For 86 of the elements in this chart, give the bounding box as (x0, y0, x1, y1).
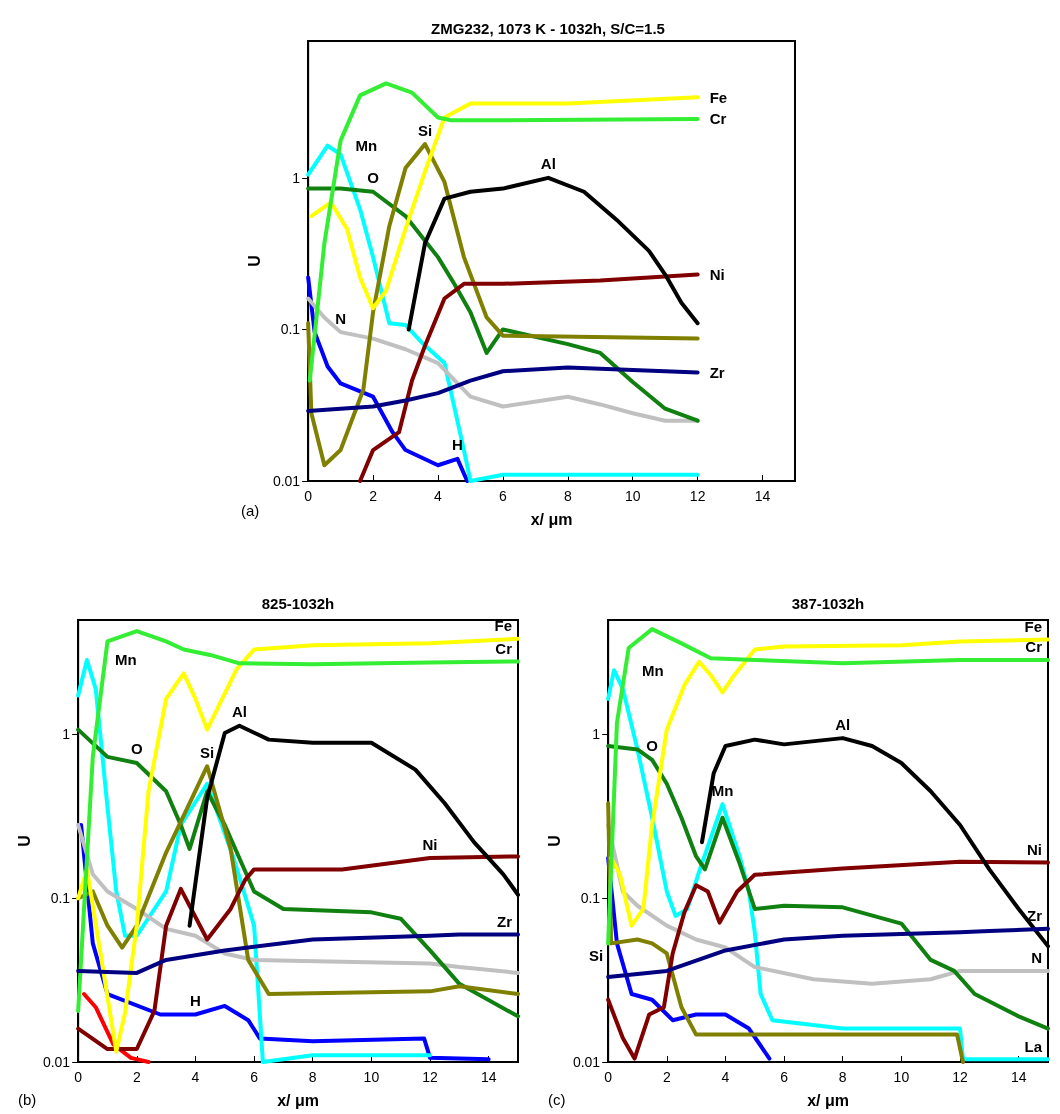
annotation: O (367, 169, 380, 187)
annotation: Mn (642, 661, 664, 679)
y-tick-label: 0.1 (280, 321, 301, 338)
annotation: N (1031, 949, 1042, 967)
x-tick-label: 2 (132, 1069, 141, 1085)
line-series (606, 859, 1050, 1061)
annotation: Al (540, 155, 556, 173)
y-tick-label: 0.1 (580, 890, 601, 907)
annotation: H (452, 436, 463, 454)
line-series (406, 175, 700, 332)
line-series (306, 296, 700, 423)
annotation: Al (835, 715, 851, 733)
x-tick-label: 14 (754, 488, 771, 504)
x-tick-label: 12 (952, 1069, 969, 1085)
line-series (306, 365, 700, 413)
annotation: N (335, 309, 347, 327)
chart-title: ZMG232, 1073 K - 1032h, S/C=1.5 (431, 20, 665, 37)
x-tick-label: 0 (74, 1069, 83, 1085)
x-tick-label: 4 (191, 1069, 200, 1085)
x-axis-title: x/ μm (807, 1091, 849, 1109)
line-series (358, 272, 700, 483)
text: (c) (548, 1091, 566, 1108)
annotation: La (1024, 1037, 1043, 1055)
annotation: Si (417, 121, 433, 139)
annotation: Si (200, 743, 215, 761)
line-series (307, 81, 700, 383)
x-tick-label: 10 (624, 488, 641, 504)
x-tick-label: 8 (308, 1069, 317, 1085)
text: (b) (18, 1091, 37, 1108)
annotation: Cr (1025, 638, 1043, 656)
chart-title: 387-1032h (791, 595, 865, 612)
x-tick-label: 0 (304, 488, 313, 504)
y-tick-label: 1 (592, 726, 601, 743)
annotation: Cr (709, 110, 727, 128)
text: (a) (241, 502, 260, 519)
y-tick-label: 0.01 (42, 1054, 71, 1070)
line-series (306, 275, 470, 483)
y-tick-label: 1 (62, 726, 71, 743)
annotation: O (646, 737, 659, 755)
chart-title: 825-1032h (261, 595, 335, 612)
x-tick-label: 6 (780, 1069, 789, 1085)
annotation: Fe (1024, 618, 1042, 636)
annotation: Zr (497, 913, 513, 931)
x-tick-label: 12 (422, 1069, 439, 1085)
x-tick-label: 0 (604, 1069, 613, 1085)
line-series (309, 95, 700, 311)
x-tick-label: 6 (250, 1069, 259, 1085)
annotation: Al (231, 703, 247, 721)
annotation: Mn (711, 781, 734, 799)
y-axis-title: U (15, 835, 33, 847)
y-axis-title: U (545, 835, 563, 847)
x-tick-label: 4 (434, 488, 443, 504)
y-axis-title: U (245, 255, 263, 267)
line-series (606, 926, 1050, 980)
x-tick-label: 14 (480, 1069, 497, 1085)
x-tick-label: 6 (498, 488, 507, 504)
x-tick-label: 10 (893, 1069, 910, 1085)
x-tick-label: 2 (369, 488, 378, 504)
x-tick-label: 2 (662, 1069, 671, 1085)
x-axis-title: x/ μm (277, 1091, 319, 1109)
x-axis-title: x/ μm (530, 510, 573, 528)
annotation: Ni (1027, 841, 1042, 859)
annotation: Mn (114, 651, 137, 669)
annotation: O (130, 740, 143, 758)
annotation: Cr (495, 639, 513, 657)
annotation: Si (588, 946, 604, 964)
x-tick-label: 10 (363, 1069, 380, 1085)
y-tick-label: 1 (292, 169, 301, 186)
line-series (76, 854, 520, 1052)
x-tick-label: 8 (838, 1069, 847, 1085)
annotation: H (190, 992, 201, 1009)
x-tick-label: 14 (1010, 1069, 1027, 1085)
line-series (76, 823, 520, 975)
y-tick-label: 0.1 (50, 890, 71, 907)
annotation: Mn (355, 137, 378, 155)
annotation: Fe (494, 617, 512, 635)
annotation: Ni (709, 266, 725, 284)
x-tick-label: 12 (689, 488, 706, 504)
line-series (76, 932, 520, 975)
y-tick-label: 0.01 (572, 1054, 601, 1070)
x-tick-label: 8 (563, 488, 572, 504)
annotation: Zr (709, 363, 725, 381)
annotation: Ni (422, 835, 438, 853)
annotation: Fe (709, 88, 728, 106)
x-tick-label: 4 (721, 1069, 730, 1085)
y-tick-label: 0.01 (272, 473, 301, 489)
